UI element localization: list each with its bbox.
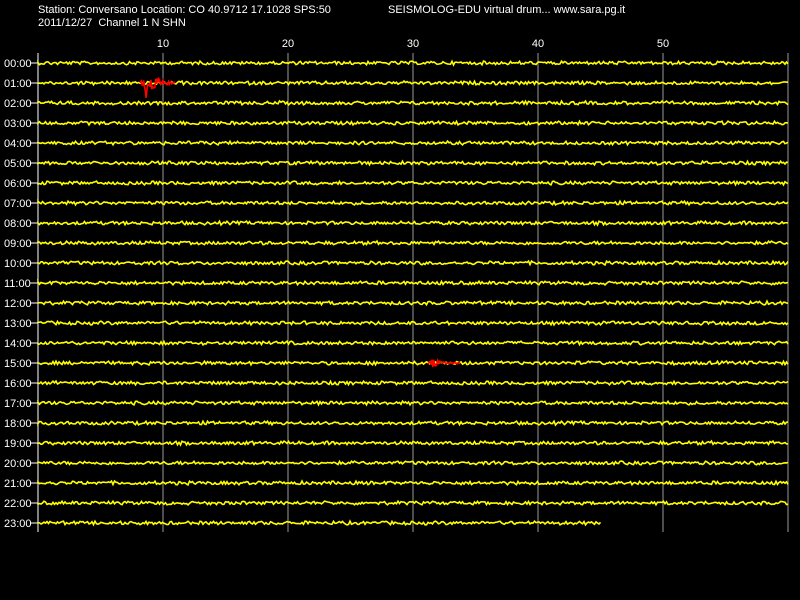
hour-label: 18:00 bbox=[4, 418, 32, 430]
hour-label: 20:00 bbox=[4, 458, 32, 470]
trace-17:00 bbox=[37, 399, 789, 407]
x-axis-ticks: 10 20 30 40 50 bbox=[157, 38, 669, 50]
hour-label: 14:00 bbox=[4, 338, 32, 350]
events bbox=[139, 76, 461, 368]
hour-label: 15:00 bbox=[4, 358, 32, 370]
hour-label: 07:00 bbox=[4, 198, 32, 210]
trace-03:00 bbox=[37, 119, 789, 127]
trace-13:00 bbox=[37, 319, 789, 327]
trace-19:00 bbox=[37, 439, 789, 447]
hour-label: 16:00 bbox=[4, 378, 32, 390]
hour-label: 08:00 bbox=[4, 218, 32, 230]
trace-20:00 bbox=[37, 459, 789, 467]
hour-label: 03:00 bbox=[4, 118, 32, 130]
hour-label: 06:00 bbox=[4, 178, 32, 190]
trace-05:00 bbox=[37, 159, 789, 167]
traces bbox=[37, 59, 789, 527]
trace-11:00 bbox=[37, 278, 789, 287]
hour-label: 19:00 bbox=[4, 438, 32, 450]
x-tick-label: 50 bbox=[657, 38, 669, 50]
hour-label: 22:00 bbox=[4, 498, 32, 510]
trace-07:00 bbox=[37, 199, 789, 207]
trace-18:00 bbox=[37, 419, 789, 427]
hour-label: 10:00 bbox=[4, 258, 32, 270]
trace-22:00 bbox=[37, 499, 789, 507]
hour-label: 17:00 bbox=[4, 398, 32, 410]
hour-label: 21:00 bbox=[4, 478, 32, 490]
hour-label: 12:00 bbox=[4, 298, 32, 310]
trace-23:00 bbox=[37, 519, 602, 527]
app-title: SEISMOLOG-EDU virtual drum... www.sara.p… bbox=[388, 4, 626, 16]
hour-label: 09:00 bbox=[4, 238, 32, 250]
trace-00:00 bbox=[37, 59, 789, 67]
trace-14:00 bbox=[37, 339, 789, 347]
station-info: Station: Conversano Location: CO 40.9712… bbox=[38, 4, 331, 16]
trace-10:00 bbox=[37, 259, 789, 267]
hour-label: 02:00 bbox=[4, 98, 32, 110]
trace-06:00 bbox=[37, 179, 789, 187]
hour-label: 11:00 bbox=[4, 278, 31, 290]
hour-labels: 00:00 01:00 02:00 03:00 04:00 05:00 06:00 07:00… bbox=[4, 58, 38, 530]
date-channel-info: 2011/12/27 Channel 1 N SHN bbox=[38, 17, 186, 29]
trace-16:00 bbox=[37, 379, 789, 387]
event-15:00 bbox=[427, 357, 461, 368]
x-tick-label: 20 bbox=[282, 38, 294, 50]
event-01:00 bbox=[139, 76, 176, 98]
hour-label: 23:00 bbox=[4, 518, 32, 530]
x-tick-label: 10 bbox=[157, 38, 169, 50]
trace-12:00 bbox=[37, 299, 789, 307]
trace-02:00 bbox=[37, 99, 789, 107]
hour-label: 13:00 bbox=[4, 318, 32, 330]
x-tick-label: 30 bbox=[407, 38, 419, 50]
grid bbox=[37, 53, 789, 532]
trace-04:00 bbox=[37, 139, 789, 147]
trace-08:00 bbox=[37, 219, 789, 227]
trace-09:00 bbox=[37, 239, 789, 247]
trace-21:00 bbox=[37, 479, 789, 487]
x-tick-label: 40 bbox=[532, 38, 544, 50]
hour-label: 04:00 bbox=[4, 138, 32, 150]
trace-15:00 bbox=[37, 359, 789, 367]
hour-label: 00:00 bbox=[4, 58, 32, 70]
hour-label: 05:00 bbox=[4, 158, 32, 170]
hour-label: 01:00 bbox=[4, 78, 32, 90]
